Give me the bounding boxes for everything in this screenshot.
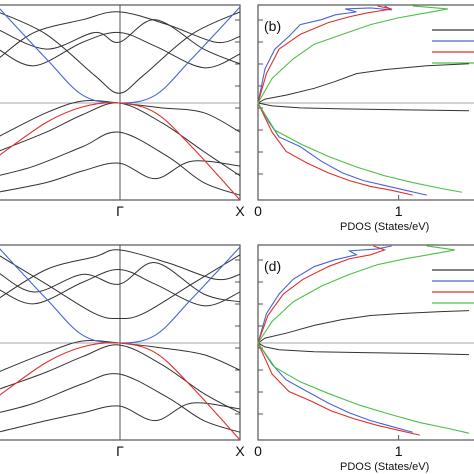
series-line-black-0 xyxy=(0,254,241,320)
panel-label: (b) xyxy=(264,18,281,34)
series-line-green-7 xyxy=(257,102,463,193)
tick-label-gamma: Γ xyxy=(116,203,124,219)
panel-label: (d) xyxy=(264,258,281,274)
pdos-bottom-panel: 0 1 PDOS (States/eV) (d) xyxy=(254,244,474,473)
series-line-black-3 xyxy=(0,249,241,299)
series-line-green-7 xyxy=(257,342,470,434)
series-line-green-6 xyxy=(257,5,448,104)
series-line-black-6 xyxy=(0,373,241,433)
tick-label-gamma: Γ xyxy=(116,443,124,459)
series-line-black-6 xyxy=(0,131,241,196)
tick-label-1: 1 xyxy=(395,443,403,459)
series-line-blue-3 xyxy=(257,342,413,433)
tick-label-x: X xyxy=(235,443,245,459)
series-line-red-5 xyxy=(257,102,413,196)
series-line-red-4 xyxy=(257,5,392,104)
tick-label-x: X xyxy=(235,203,245,219)
plot-frame xyxy=(0,244,241,441)
series-line-black-7 xyxy=(0,160,241,193)
tick-label-1: 1 xyxy=(395,203,403,219)
series-line-blue-2 xyxy=(257,245,392,344)
series-line-black-1 xyxy=(257,342,469,356)
series-line-black-7 xyxy=(0,402,241,433)
series-line-red-4 xyxy=(257,245,387,344)
tick-label-0: 0 xyxy=(254,203,262,219)
x-axis-title: PDOS (States/eV) xyxy=(340,461,429,473)
pdos-top-panel: 0 1 PDOS (States/eV) (b) xyxy=(254,4,474,233)
plot-frame xyxy=(0,4,241,201)
series-line-black-1 xyxy=(257,102,469,112)
series-line-black-1 xyxy=(0,262,241,303)
series-line-blue-3 xyxy=(257,102,427,196)
series-line-black-5 xyxy=(0,344,241,414)
series-line-red-9 xyxy=(0,102,241,201)
x-axis-title: PDOS (States/eV) xyxy=(340,221,429,233)
tick-label-0: 0 xyxy=(254,443,262,459)
series-line-black-0 xyxy=(257,310,469,344)
plot-frame xyxy=(257,244,474,441)
series-line-red-9 xyxy=(0,342,241,441)
series-line-blue-2 xyxy=(257,5,392,104)
series-line-black-2 xyxy=(0,268,241,307)
series-line-red-5 xyxy=(257,342,420,436)
series-line-black-3 xyxy=(0,11,241,58)
series-line-black-0 xyxy=(257,63,469,104)
series-line-black-1 xyxy=(0,19,241,65)
series-line-green-6 xyxy=(257,245,456,344)
series-line-black-2 xyxy=(0,31,241,69)
